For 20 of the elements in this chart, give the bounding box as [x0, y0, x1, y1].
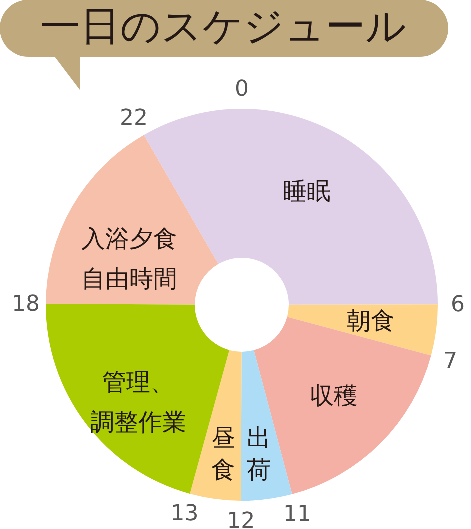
- text: 6: [451, 292, 465, 318]
- text: 11: [283, 502, 312, 527]
- chart-title: 一日のスケジュール: [40, 4, 406, 50]
- slice-label: 収穫: [310, 382, 358, 410]
- text: 0: [235, 77, 249, 102]
- donut-slice: [46, 135, 218, 305]
- text: 22: [120, 106, 148, 131]
- text: 13: [170, 501, 199, 526]
- slice-label: 入浴夕食自由時間: [82, 224, 178, 293]
- slice-label: 管理、調整作業: [90, 368, 186, 437]
- slice-label: 朝食: [346, 306, 395, 335]
- text: 7: [444, 348, 458, 374]
- slice-label: 昼食: [212, 424, 236, 484]
- donut-slice: [190, 350, 242, 501]
- text: 12: [227, 509, 256, 529]
- donut-slice: [287, 304, 438, 356]
- slice-label: 睡眠: [282, 177, 331, 206]
- slice-label: 出荷: [247, 424, 272, 484]
- text: 18: [12, 292, 40, 318]
- donut-slice: [241, 350, 292, 501]
